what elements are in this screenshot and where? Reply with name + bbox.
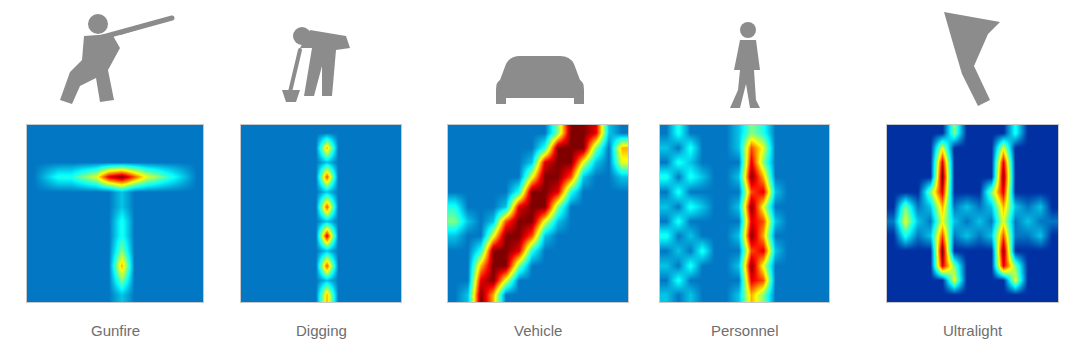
svg-text:Digging: Digging xyxy=(296,322,347,339)
svg-text:Personnel: Personnel xyxy=(711,322,779,339)
svg-text:Gunfire: Gunfire xyxy=(91,322,140,339)
svg-text:Ultralight: Ultralight xyxy=(943,322,1003,339)
svg-text:Vehicle: Vehicle xyxy=(514,322,562,339)
